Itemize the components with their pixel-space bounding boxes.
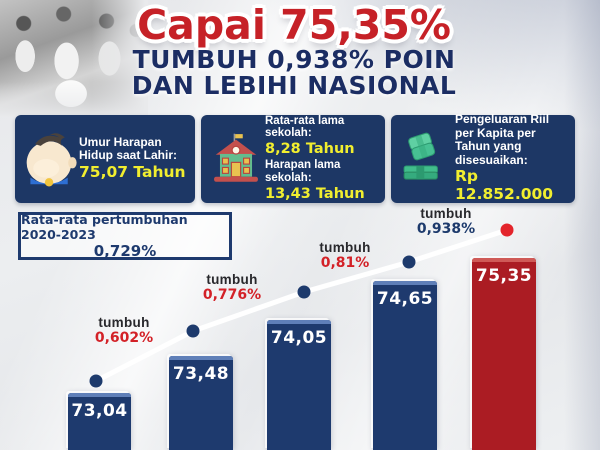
stat-cards-row: Umur Harapan Hidup saat Lahir: 75,07 Tahu… — [15, 113, 585, 204]
bar-value-label: 75,35 — [475, 266, 533, 286]
data-point-dot — [186, 324, 200, 338]
growth-percent: 0,602% — [94, 329, 154, 346]
bar-value-label: 74,65 — [376, 289, 434, 309]
stat-card-label: Harapan lama sekolah: — [265, 159, 341, 184]
bar-75,35: 75,35 — [472, 258, 536, 450]
growth-word: tumbuh — [319, 240, 371, 255]
stat-card-value: 13,43 Tahun — [265, 185, 365, 202]
growth-annotation: tumbuh 0,81% — [319, 240, 371, 271]
headline-block: Capai 75,35% TUMBUH 0,938% POIN DAN LEBI… — [0, 4, 600, 99]
average-growth-label: Rata-rata pertumbuhan 2020-2023 — [21, 212, 188, 242]
bar-value-label: 74,05 — [270, 328, 328, 348]
stat-card-label: Pengeluaran Riil per Kapita per Tahun ya… — [455, 112, 550, 167]
baby-face-icon — [21, 128, 79, 190]
growth-percent: 0,81% — [320, 254, 370, 271]
growth-annotation: tumbuh 0,938% — [416, 206, 476, 237]
growth-percent: 0,938% — [416, 220, 476, 237]
growth-annotation: tumbuh 0,776% — [202, 272, 262, 303]
bar-top-highlight — [68, 393, 131, 397]
stat-card-value: 8,28 Tahun — [265, 141, 355, 158]
school-building-icon — [207, 129, 265, 189]
stat-card-value: Rp 12.852.000 — [455, 167, 554, 203]
data-point-dot — [89, 374, 103, 388]
bar-top-highlight — [267, 320, 331, 324]
data-point-dot — [500, 223, 514, 237]
stat-card-expenditure: Pengeluaran Riil per Kapita per Tahun ya… — [391, 113, 575, 204]
stat-card-value: 75,07 Tahun — [79, 162, 186, 181]
stat-card-label: Rata-rata lama sekolah: — [265, 114, 345, 140]
headline-achievement: Capai 75,35% — [137, 1, 451, 49]
bar-73,48: 73,48 — [169, 356, 233, 450]
growth-annotation: tumbuh 0,602% — [94, 315, 154, 346]
bar-top-highlight — [169, 356, 233, 360]
growth-word: tumbuh — [98, 315, 150, 330]
bar-74,65: 74,65 — [373, 281, 437, 450]
average-growth-box: Rata-rata pertumbuhan 2020-2023 0,729% — [18, 212, 232, 260]
stat-card-label: Umur Harapan Hidup saat Lahir: — [79, 134, 178, 163]
trend-line — [93, 227, 510, 384]
bar-74,05: 74,05 — [267, 320, 331, 450]
headline-growth: TUMBUH 0,938% POIN — [132, 44, 456, 74]
data-point-dot — [297, 285, 311, 299]
growth-word: tumbuh — [206, 272, 258, 287]
stat-card-text: Pengeluaran Riil per Kapita per Tahun ya… — [455, 113, 567, 204]
bar-value-label: 73,48 — [172, 364, 230, 384]
stat-card-schooling: Rata-rata lama sekolah: 8,28 Tahun Harapan… — [201, 115, 385, 203]
growth-word: tumbuh — [420, 206, 472, 221]
data-point-dot — [402, 255, 416, 269]
stat-card-life-expectancy: Umur Harapan Hidup saat Lahir: 75,07 Tahu… — [15, 115, 195, 203]
growth-percent: 0,776% — [202, 286, 262, 303]
bar-value-label: 73,04 — [71, 401, 128, 421]
headline-national: DAN LEBIHI NASIONAL — [131, 70, 457, 100]
bar-top-highlight — [472, 258, 536, 262]
money-stack-icon — [397, 128, 455, 190]
students-photo — [0, 0, 148, 117]
bar-top-highlight — [373, 281, 437, 285]
bar-73,04: 73,04 — [68, 393, 131, 450]
stat-card-text: Umur Harapan Hidup saat Lahir: 75,07 Tahu… — [79, 134, 187, 183]
stat-card-text: Rata-rata lama sekolah: 8,28 Tahun Harapan… — [265, 115, 377, 204]
average-growth-value: 0,729% — [93, 242, 157, 260]
